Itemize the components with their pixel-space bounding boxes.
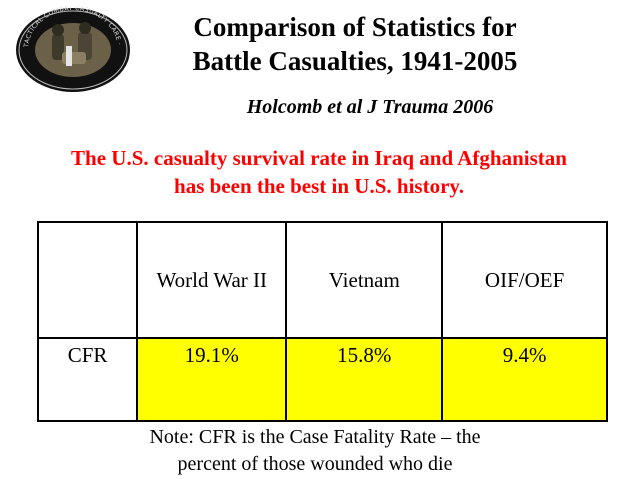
headline: The U.S. casualty survival rate in Iraq … bbox=[0, 144, 638, 200]
table-header-cell bbox=[36, 221, 139, 339]
slide-title: Comparison of Statistics for Battle Casu… bbox=[140, 10, 570, 78]
footnote-line-1: Note: CFR is the Case Fatality Rate – th… bbox=[149, 426, 481, 448]
table-cell-value: 15.8% bbox=[285, 337, 444, 422]
table-row: CFR 19.1% 15.8% 9.4% bbox=[36, 337, 608, 422]
slide-title-line-1: Comparison of Statistics for bbox=[193, 12, 517, 42]
headline-line-2: has been the best in U.S. history. bbox=[174, 174, 464, 198]
table-header-row: World War II Vietnam OIF/OEF bbox=[36, 221, 608, 339]
table-cell-value: 9.4% bbox=[441, 337, 608, 422]
table-header-cell: Vietnam bbox=[285, 221, 444, 339]
footnote-line-2: percent of those wounded who die bbox=[177, 453, 453, 475]
table-header-cell: OIF/OEF bbox=[441, 221, 608, 339]
tactical-combat-casualty-care-seal-icon: TACTICAL COMBAT CASUALTY CARE · PREHOSPI… bbox=[11, 1, 130, 92]
table-cell-value: 19.1% bbox=[136, 337, 288, 422]
table-row-label: CFR bbox=[36, 337, 139, 422]
citation: Holcomb et al J Trauma 2006 bbox=[246, 96, 494, 118]
tccc-logo: TACTICAL COMBAT CASUALTY CARE · PREHOSPI… bbox=[11, 1, 132, 94]
headline-line-1: The U.S. casualty survival rate in Iraq … bbox=[71, 146, 567, 170]
footnote: Note: CFR is the Case Fatality Rate – th… bbox=[80, 424, 550, 478]
slide-title-line-2: Battle Casualties, 1941-2005 bbox=[192, 46, 518, 76]
table-header-cell: World War II bbox=[136, 221, 288, 339]
casualty-statistics-table: World War II Vietnam OIF/OEF CFR 19.1% 1… bbox=[36, 221, 608, 422]
